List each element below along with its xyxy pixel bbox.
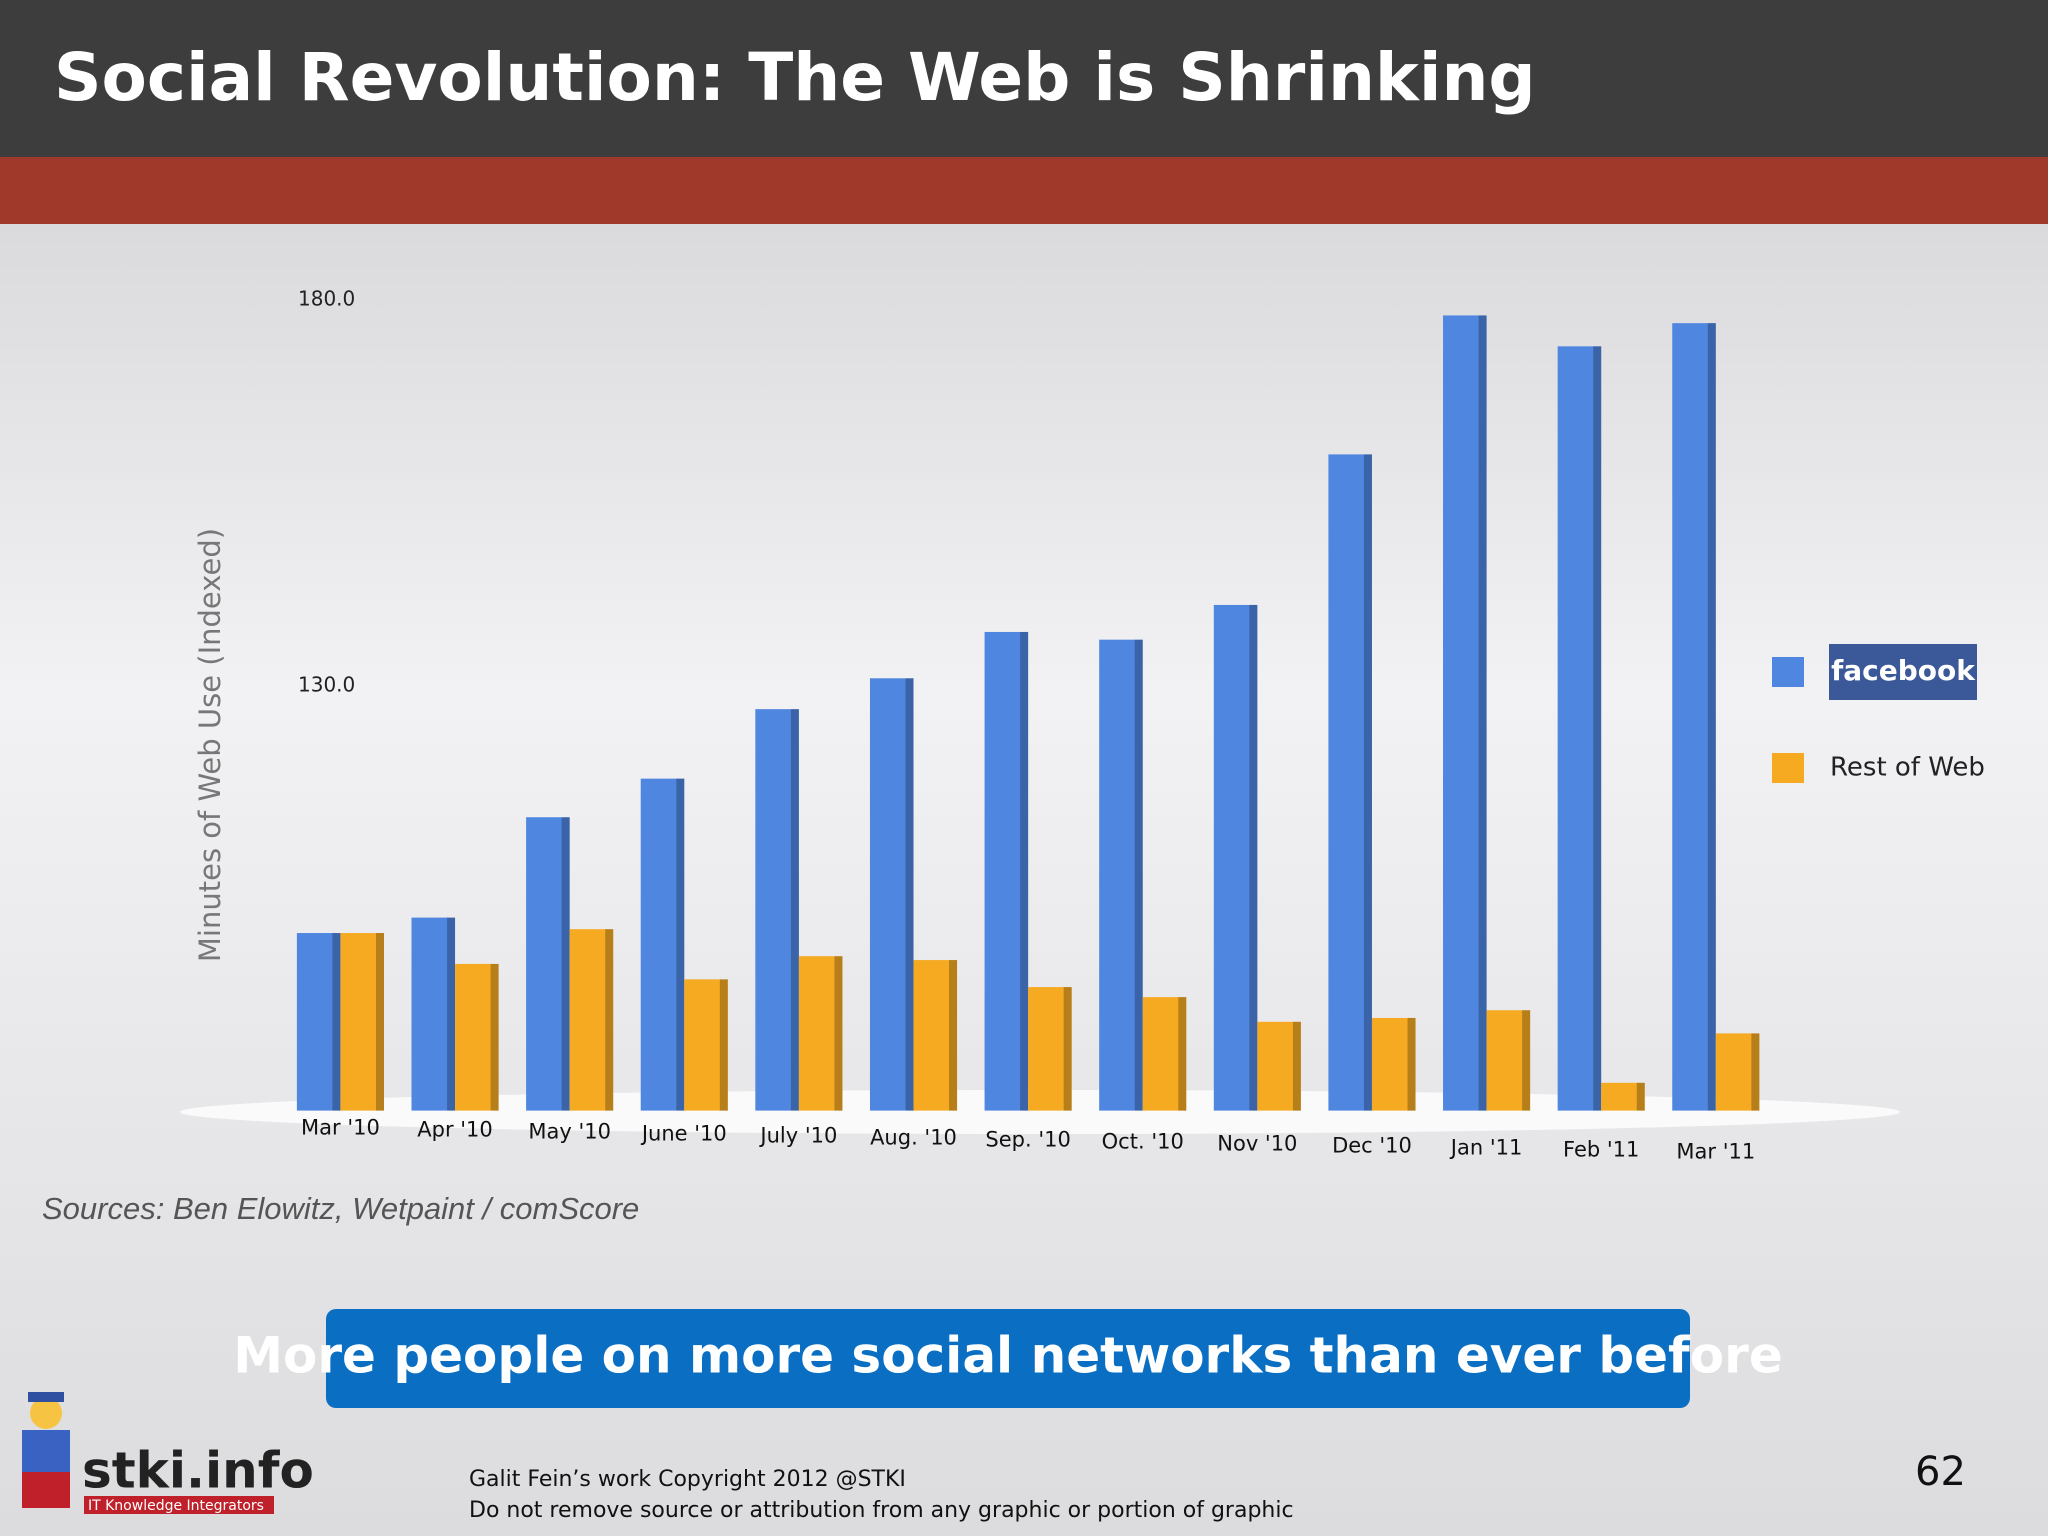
- bar-side: [949, 960, 958, 1111]
- bar: [526, 817, 570, 1111]
- bar: [1371, 1017, 1416, 1111]
- bar: [1257, 1021, 1301, 1111]
- logo-figure: [22, 1392, 70, 1508]
- bar: [1099, 639, 1143, 1111]
- x-tick-label: Mar '11: [1676, 1140, 1755, 1164]
- y-tick-label: 180.0: [298, 287, 355, 311]
- bar-side: [1363, 454, 1372, 1111]
- legend-logo-box: [1829, 644, 1977, 700]
- bar: [411, 917, 456, 1111]
- footer-line: Do not remove source or attribution from…: [469, 1498, 1294, 1523]
- bar-side: [1063, 987, 1072, 1111]
- y-tick-label: 130.0: [298, 673, 355, 697]
- callout: More people on more social networks than…: [233, 1327, 1782, 1385]
- bar: [340, 933, 384, 1111]
- source: Sources: Ben Elowitz, Wetpaint / comScor…: [42, 1191, 639, 1226]
- x-tick-label: Apr '10: [417, 1118, 493, 1142]
- title-bar: [0, 0, 2048, 157]
- bar: [1486, 1010, 1531, 1111]
- bar-side: [1751, 1033, 1760, 1111]
- legend-label: facebook: [1831, 654, 1976, 687]
- bar: [1557, 346, 1602, 1111]
- x-tick-label: Jan '11: [1449, 1136, 1523, 1160]
- bar-side: [790, 709, 799, 1111]
- chart: 130.0 180.0 Mar '10 Apr '10 May '10 June '10 J…: [296, 287, 1985, 1164]
- x-tick-label: Dec '10: [1332, 1134, 1412, 1158]
- bar: [1328, 454, 1372, 1111]
- bar: [1142, 997, 1187, 1111]
- bar: [913, 960, 958, 1111]
- logo-name: stki.info: [82, 1442, 314, 1500]
- footer-line: Galit Fein’s work Copyright 2012 @STKI: [469, 1467, 906, 1492]
- bar: [1601, 1082, 1645, 1111]
- accent-band: [0, 157, 2048, 224]
- x-tick-label: June '10: [640, 1122, 727, 1146]
- slide-title: Social Revolution: The Web is Shrinking: [54, 39, 1536, 116]
- x-tick-label: Feb '11: [1563, 1138, 1639, 1162]
- logo-tagline: IT Knowledge Integrators: [88, 1498, 264, 1514]
- bar: [455, 963, 499, 1111]
- x-tick-label: Sep. '10: [985, 1128, 1070, 1152]
- legend-swatch: [1772, 753, 1804, 783]
- bar-side: [561, 817, 570, 1111]
- bar: [755, 709, 799, 1111]
- bar: [1715, 1033, 1760, 1111]
- y-axis-label: Minutes of Web Use (Indexed): [193, 528, 227, 962]
- bar-side: [1249, 604, 1258, 1111]
- bar-side: [447, 917, 456, 1111]
- bar-side: [1593, 346, 1602, 1111]
- bar: [296, 933, 341, 1111]
- bar-side: [1707, 323, 1716, 1111]
- bar-side: [834, 956, 843, 1111]
- callout-box: [326, 1309, 1690, 1408]
- page-number: 62: [1915, 1449, 1966, 1495]
- bar-side: [1636, 1082, 1645, 1111]
- bar: [1028, 987, 1072, 1111]
- bar-side: [332, 933, 341, 1111]
- bar-side: [676, 778, 685, 1111]
- bar-side: [1478, 315, 1487, 1111]
- legend-label: Rest of Web: [1830, 753, 1985, 783]
- bar-side: [1407, 1017, 1416, 1111]
- bar-side: [1020, 631, 1029, 1111]
- bar-side: [375, 933, 384, 1111]
- x-tick-label: May '10: [528, 1120, 611, 1144]
- bar: [1443, 315, 1487, 1111]
- bar: [569, 929, 614, 1111]
- bar-side: [490, 963, 499, 1111]
- x-tick-label: Mar '10: [301, 1116, 380, 1140]
- bar: [640, 778, 685, 1111]
- bar: [1672, 323, 1716, 1111]
- bar: [1213, 604, 1258, 1111]
- bar-side: [1134, 639, 1143, 1111]
- bar-side: [605, 929, 614, 1111]
- bar: [869, 678, 914, 1111]
- x-tick-label: Nov '10: [1217, 1132, 1297, 1156]
- bar: [984, 631, 1029, 1111]
- bar-side: [719, 979, 728, 1111]
- legend-swatch: [1772, 657, 1804, 687]
- x-tick-label: July '10: [758, 1124, 837, 1148]
- x-tick-label: Oct. '10: [1102, 1130, 1184, 1154]
- bar: [684, 979, 728, 1111]
- bar-side: [1178, 997, 1187, 1111]
- logo-tagline-bg: [84, 1496, 274, 1514]
- bar: [798, 956, 843, 1111]
- x-tick-label: Aug. '10: [870, 1126, 957, 1150]
- bar-side: [1292, 1021, 1301, 1111]
- bar-side: [1522, 1010, 1531, 1111]
- bar-side: [905, 678, 914, 1111]
